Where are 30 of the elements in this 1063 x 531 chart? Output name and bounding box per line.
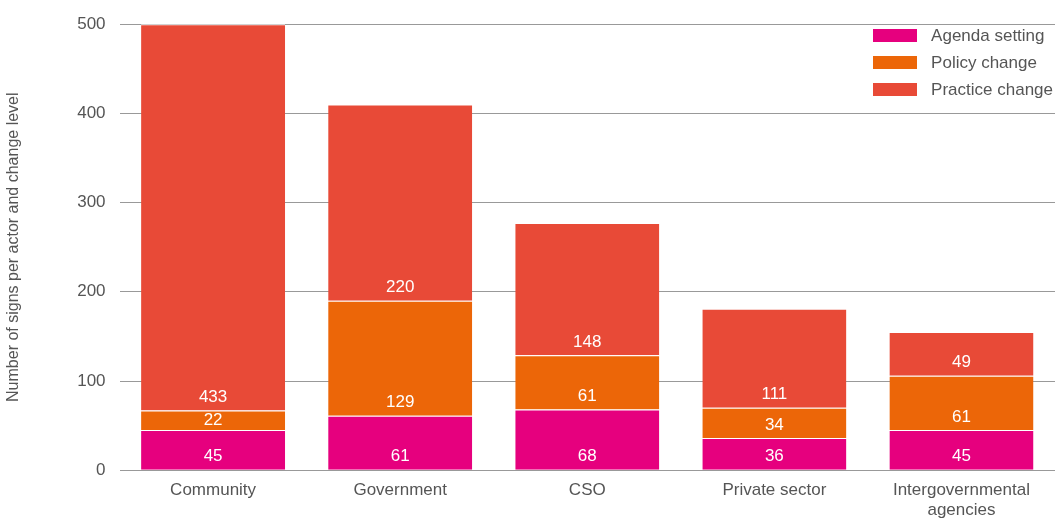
data-label: 61: [952, 406, 971, 426]
x-tick-label: Government: [353, 480, 448, 500]
y-tick-label: 200: [77, 281, 106, 301]
data-label: 129: [386, 392, 415, 412]
x-tick-label: CSO: [568, 480, 606, 500]
data-label: 22: [203, 409, 223, 429]
y-tick-label: 100: [77, 370, 106, 390]
data-label: 148: [573, 331, 602, 351]
data-label: 61: [577, 386, 597, 406]
y-tick-label: 400: [77, 103, 106, 123]
legend-label: Policy change: [931, 52, 1037, 73]
y-tick-label: 500: [77, 13, 106, 33]
x-tick-label: Community: [170, 480, 257, 500]
data-label: 61: [390, 446, 410, 466]
data-label: 45: [203, 446, 223, 466]
data-label: 111: [761, 384, 788, 404]
data-label: 220: [386, 277, 415, 297]
data-label: 433: [198, 387, 228, 407]
y-tick-label: 300: [77, 192, 106, 212]
data-label: 36: [764, 446, 784, 466]
x-tick-label: Private sector: [722, 480, 827, 500]
data-label: 68: [577, 446, 597, 466]
data-label: 34: [764, 414, 784, 434]
legend-label: Agenda setting: [931, 25, 1045, 46]
x-tick-label: Intergovernmental agencies: [892, 480, 1030, 520]
y-axis-title: Number of signs per actor and change level: [4, 92, 22, 402]
legend-label: Practice change: [931, 79, 1053, 100]
data-label: 45: [952, 446, 971, 466]
data-label: 49: [952, 352, 971, 372]
y-tick-label: 0: [96, 459, 106, 479]
